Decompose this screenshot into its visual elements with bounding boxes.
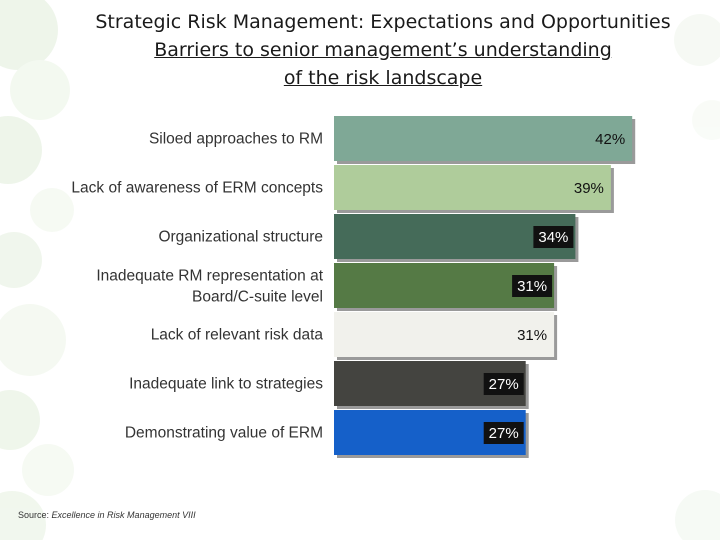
category-label: Siloed approaches to RM: [149, 131, 323, 148]
value-label: 39%: [574, 180, 604, 197]
bar: [334, 312, 555, 357]
category-label: Board/C-suite level: [192, 289, 323, 306]
category-label: Organizational structure: [158, 229, 323, 246]
value-label-box: [483, 422, 524, 444]
category-label: Inadequate link to strategies: [129, 376, 323, 393]
chart-subtitle-line1: Barriers to senior management’s understa…: [154, 39, 612, 61]
chart-subtitle-line2: of the risk landscape: [283, 67, 483, 89]
source-title: Excellence in Risk Management VIII: [51, 510, 196, 520]
category-label: Lack of awareness of ERM concepts: [71, 180, 323, 197]
value-label: 27%: [489, 376, 519, 393]
value-label: 31%: [517, 278, 547, 295]
category-label: Lack of relevant risk data: [151, 327, 324, 344]
source-prefix: Source:: [18, 510, 52, 520]
category-label: Demonstrating value of ERM: [125, 425, 323, 442]
value-label: 42%: [595, 131, 625, 148]
category-label: Inadequate RM representation at: [96, 268, 323, 285]
value-label-box: [483, 373, 524, 395]
value-label: 31%: [517, 327, 547, 344]
value-label-box: [533, 226, 574, 248]
slide-title: Strategic Risk Management: Expectations …: [95, 11, 671, 33]
value-label-box: [512, 275, 553, 297]
value-label: 34%: [538, 229, 568, 246]
slide-title-block: Strategic Risk Management: Expectations …: [60, 8, 706, 92]
bar: [334, 116, 633, 161]
value-label: 27%: [489, 425, 519, 442]
bar: [334, 165, 611, 210]
source-note: Source: Excellence in Risk Management VI…: [18, 510, 196, 520]
